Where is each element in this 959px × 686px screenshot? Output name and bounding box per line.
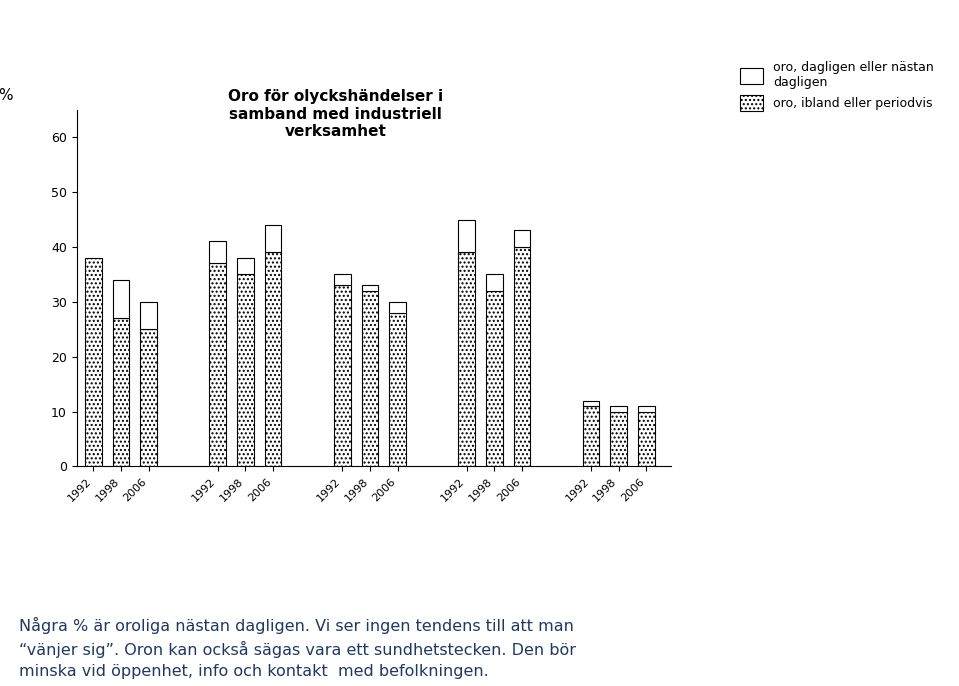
Bar [265,252,281,466]
Bar [514,247,530,466]
Bar [237,274,254,466]
Bar [237,258,254,274]
Text: Några % är oroliga nästan dagligen. Vi ser ingen tendens till att man
“vänjer si: Några % är oroliga nästan dagligen. Vi s… [19,617,576,679]
Bar [334,285,350,466]
Bar [362,285,378,291]
Bar [458,220,475,252]
Bar [140,329,157,466]
Bar [514,230,530,247]
Text: Oro för olyckshändelser i
samband med industriell
verksamhet: Oro för olyckshändelser i samband med in… [228,89,443,139]
Text: %: % [0,88,12,103]
Bar [486,274,503,291]
Bar [638,412,655,466]
Bar [389,302,406,313]
Bar [583,406,599,466]
Bar [140,302,157,329]
Bar [389,313,406,466]
Bar [209,263,226,466]
Legend: oro, dagligen eller nästan
dagligen, oro, ibland eller periodvis: oro, dagligen eller nästan dagligen, oro… [740,61,933,110]
Bar [638,406,655,412]
Bar [486,291,503,466]
Bar [85,258,102,466]
Bar [458,252,475,466]
Bar [209,241,226,263]
Bar [265,225,281,252]
Bar [362,291,378,466]
Bar [611,412,627,466]
Bar [112,280,129,318]
Bar [583,401,599,406]
Bar [611,406,627,412]
Bar [112,318,129,466]
Bar [334,274,350,285]
